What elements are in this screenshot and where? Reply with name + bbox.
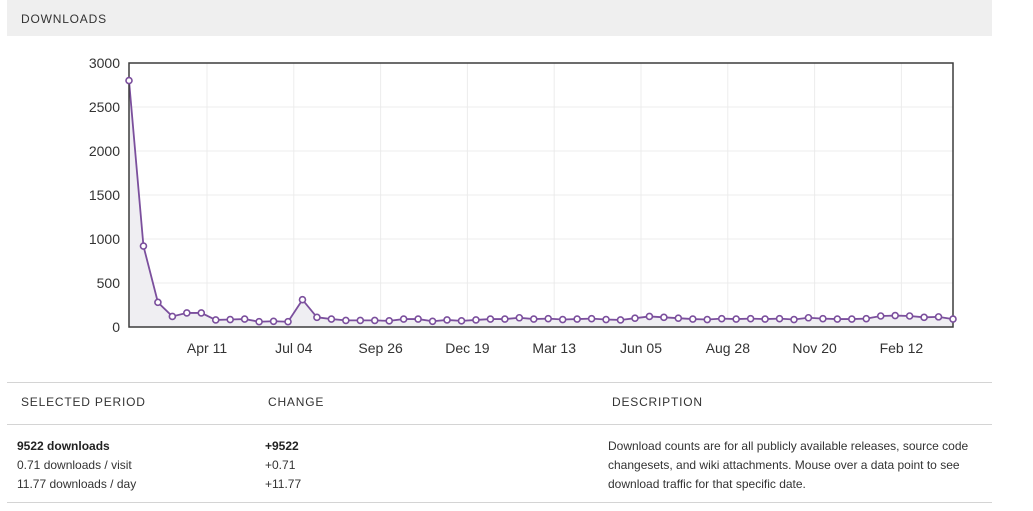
y-tick-label: 1500	[89, 187, 120, 203]
downloads-chart: 3000 2500 2000 1500 1000 500 0 Apr 11 Jul 04 Sep …	[0, 36, 1033, 366]
downloads-header: DOWNLOADS	[7, 0, 992, 36]
data-point[interactable]	[255, 317, 263, 326]
data-point[interactable]	[370, 316, 379, 325]
data-point[interactable]	[631, 314, 639, 323]
table-top-divider	[7, 382, 992, 383]
data-point[interactable]	[905, 312, 914, 320]
data-point[interactable]	[197, 309, 206, 317]
data-point[interactable]	[833, 315, 842, 323]
data-point[interactable]	[573, 315, 581, 323]
data-point[interactable]	[920, 313, 928, 322]
data-point[interactable]	[168, 312, 177, 321]
description-text: Download counts are for all publicly ava…	[608, 439, 969, 491]
data-point[interactable]	[587, 314, 596, 323]
data-point[interactable]	[790, 315, 798, 324]
data-point[interactable]	[616, 316, 625, 324]
data-point[interactable]	[428, 317, 437, 326]
data-point[interactable]	[544, 314, 553, 323]
section-title: DOWNLOADS	[21, 12, 107, 26]
period-per-visit: 0.71 downloads / visit	[17, 458, 132, 472]
chart-svg: 3000 2500 2000 1500 1000 500 0 Apr 11 Jul 04 Sep …	[89, 55, 957, 356]
data-point[interactable]	[949, 315, 957, 323]
data-point[interactable]	[703, 315, 712, 324]
data-point[interactable]	[183, 309, 191, 317]
table-bottom-divider	[7, 502, 992, 503]
data-point[interactable]	[284, 317, 292, 326]
data-point[interactable]	[660, 313, 668, 322]
data-point[interactable]	[848, 315, 856, 323]
data-point[interactable]	[327, 315, 336, 323]
plot-border	[128, 62, 954, 328]
period-per-day: 11.77 downloads / day	[17, 477, 137, 491]
y-tick-label: 2000	[89, 143, 120, 159]
data-point[interactable]	[862, 314, 871, 323]
data-point[interactable]	[674, 314, 683, 323]
y-tick-label: 3000	[89, 55, 120, 71]
x-tick-label: Nov 20	[792, 340, 837, 356]
x-tick-label: Aug 28	[706, 340, 751, 356]
period-downloads: 9522 downloads	[17, 439, 110, 453]
data-point[interactable]	[313, 313, 321, 322]
data-point[interactable]	[732, 315, 740, 323]
data-point[interactable]	[717, 314, 726, 323]
data-point[interactable]	[125, 76, 133, 85]
data-point[interactable]	[746, 314, 755, 323]
x-tick-label: Jun 05	[620, 340, 662, 356]
table-header-divider	[7, 424, 992, 425]
data-point[interactable]	[414, 315, 422, 323]
data-point[interactable]	[139, 242, 148, 250]
data-point[interactable]	[558, 315, 567, 324]
data-point[interactable]	[472, 316, 480, 324]
change-downloads: +9522	[265, 439, 299, 453]
data-point[interactable]	[529, 315, 538, 323]
col-header-change: CHANGE	[268, 395, 325, 409]
y-tick-label: 2500	[89, 99, 120, 115]
data-point[interactable]	[385, 317, 394, 325]
data-point[interactable]	[645, 312, 654, 321]
data-point[interactable]	[356, 316, 365, 325]
data-point[interactable]	[688, 315, 697, 323]
x-tick-label: Dec 19	[445, 340, 490, 356]
data-point[interactable]	[891, 311, 899, 320]
x-tick-label: Apr 11	[187, 340, 227, 356]
y-tick-label: 500	[97, 275, 121, 291]
data-point[interactable]	[342, 316, 350, 325]
change-per-visit: +0.71	[265, 458, 296, 472]
data-point[interactable]	[934, 313, 943, 321]
data-point[interactable]	[501, 315, 509, 323]
col-header-period: SELECTED PERIOD	[21, 395, 146, 409]
x-tick-label: Feb 12	[880, 340, 924, 356]
data-point[interactable]	[457, 317, 466, 325]
col-header-description: DESCRIPTION	[612, 395, 703, 409]
data-point[interactable]	[269, 317, 278, 326]
y-tick-label: 1000	[89, 231, 120, 247]
data-point[interactable]	[876, 312, 885, 320]
y-tick-label: 0	[112, 319, 120, 335]
data-point[interactable]	[211, 316, 220, 324]
data-point[interactable]	[226, 315, 234, 324]
data-point[interactable]	[240, 315, 249, 323]
series-line	[128, 80, 954, 323]
data-point[interactable]	[602, 315, 610, 324]
data-point[interactable]	[154, 298, 162, 307]
change-cell: +9522 +0.71 +11.77	[265, 437, 301, 494]
data-point[interactable]	[804, 313, 813, 322]
data-point[interactable]	[399, 315, 408, 323]
data-point[interactable]	[819, 314, 827, 323]
x-tick-label: Mar 13	[532, 340, 576, 356]
data-point[interactable]	[761, 315, 769, 323]
x-tick-label: Jul 04	[275, 340, 313, 356]
change-per-day: +11.77	[265, 477, 302, 491]
data-point[interactable]	[486, 315, 495, 323]
data-point[interactable]	[298, 295, 307, 304]
period-cell: 9522 downloads 0.71 downloads / visit 11…	[17, 437, 136, 494]
data-point[interactable]	[443, 316, 451, 324]
data-point[interactable]	[515, 313, 524, 322]
x-tick-label: Sep 26	[358, 340, 403, 356]
data-point[interactable]	[775, 314, 784, 323]
